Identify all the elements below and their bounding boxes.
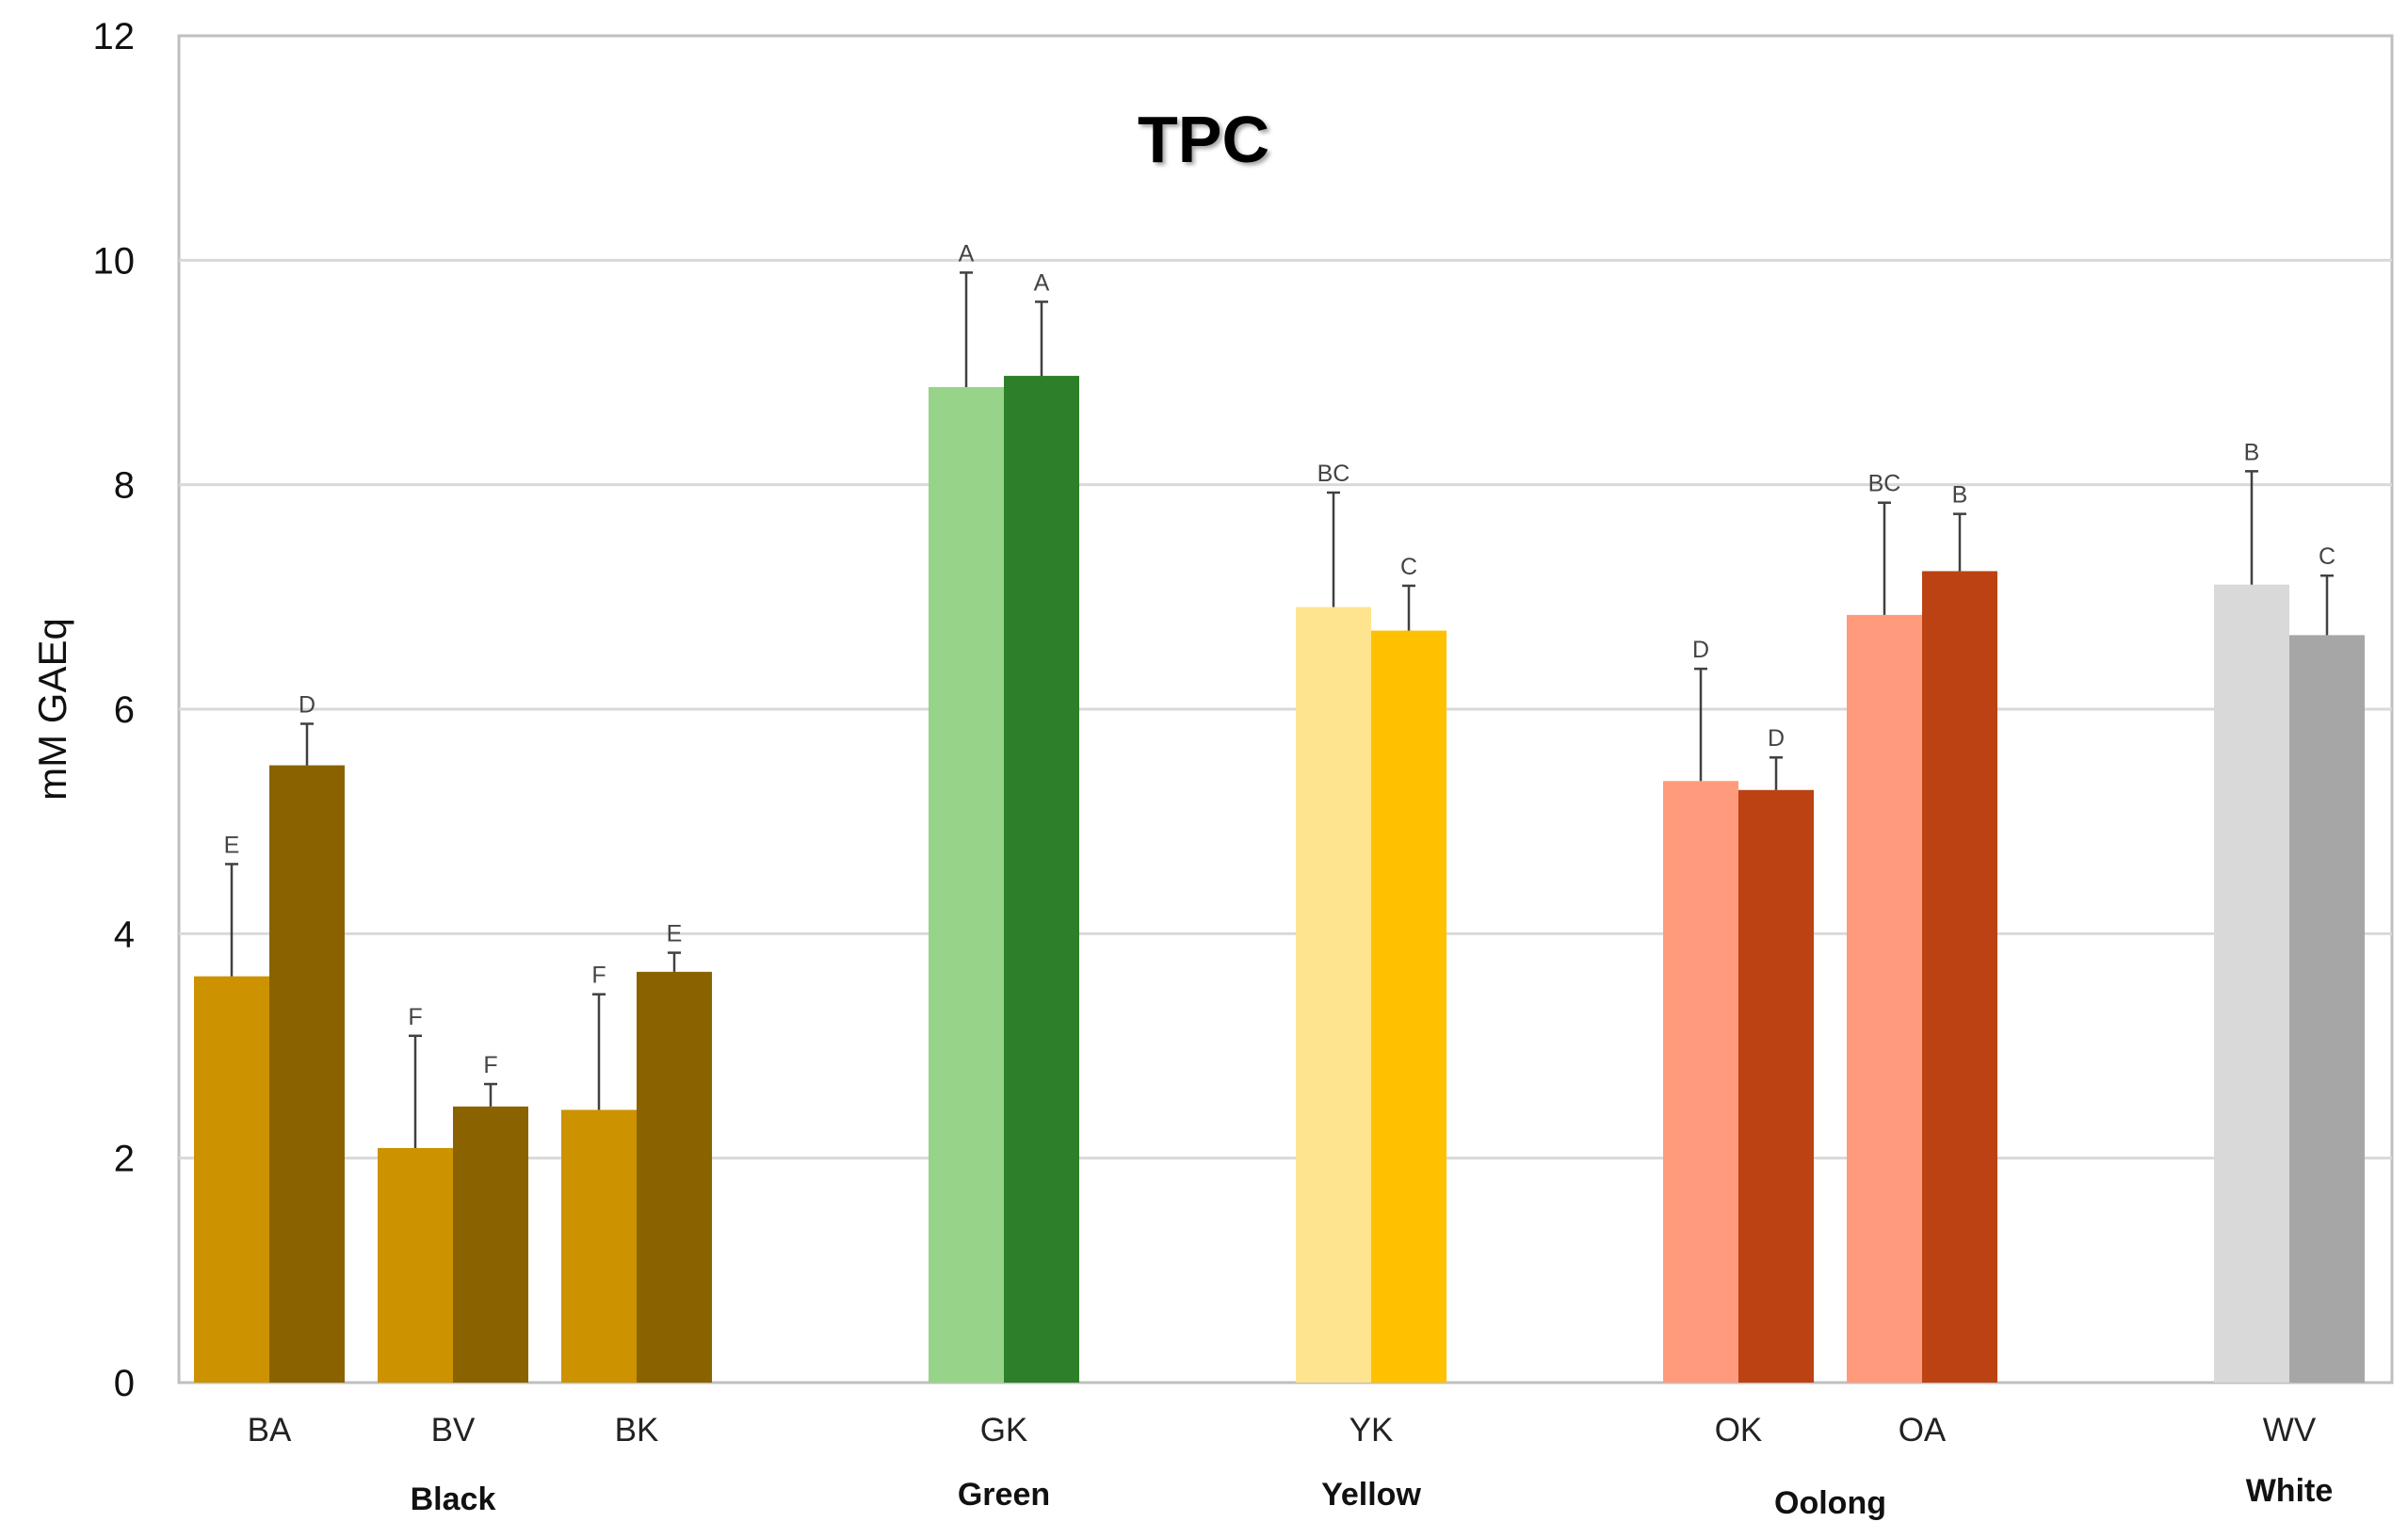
x-category-label: BV: [431, 1412, 476, 1449]
bar-bv-1: [378, 1147, 453, 1383]
y-tick-label: 12: [93, 16, 136, 57]
y-tick-label: 6: [114, 689, 135, 731]
significance-label: B: [2244, 439, 2260, 465]
significance-label: A: [959, 240, 975, 267]
bar-ok-2: [1738, 789, 1814, 1383]
significance-label: D: [1768, 725, 1785, 752]
significance-label: C: [1400, 554, 1417, 580]
bar-bv-2: [453, 1106, 528, 1383]
bar-yk-2: [1371, 630, 1446, 1383]
bars: [194, 376, 2365, 1384]
significance-label: BC: [1868, 471, 1901, 497]
bar-ba-1: [194, 976, 269, 1383]
x-category-label: OK: [1715, 1412, 1763, 1449]
x-category-label: BK: [615, 1412, 659, 1449]
bar-yk-1: [1296, 607, 1371, 1383]
y-tick-label: 0: [114, 1363, 135, 1404]
significance-label: A: [1034, 269, 1050, 296]
bar-wv-2: [2289, 635, 2365, 1383]
y-tick-label: 8: [114, 465, 135, 507]
group-label-oolong: Oolong: [1774, 1485, 1886, 1521]
significance-label: F: [408, 1004, 422, 1030]
bar-bk-2: [637, 971, 712, 1383]
x-category-label: GK: [980, 1412, 1028, 1449]
bar-bk-1: [561, 1109, 637, 1383]
x-category-label: YK: [1349, 1412, 1394, 1449]
significance-label: F: [591, 963, 606, 989]
bar-gk-2: [1004, 376, 1079, 1384]
significance-label: E: [667, 921, 683, 947]
bar-oa-1: [1847, 614, 1922, 1383]
significance-label: C: [2319, 543, 2335, 570]
bar-wv-1: [2214, 584, 2289, 1383]
y-tick-label: 10: [93, 240, 136, 282]
bar-ok-1: [1663, 781, 1738, 1383]
significance-label: BC: [1317, 461, 1350, 487]
x-category-label: WV: [2263, 1412, 2317, 1449]
significance-label: D: [1692, 637, 1709, 663]
chart-title: TPC: [1138, 103, 1269, 176]
significance-label: B: [1952, 482, 1968, 509]
significance-label: E: [224, 832, 240, 858]
bar-gk-1: [929, 386, 1004, 1383]
gridlines: [179, 258, 2392, 1384]
error-bars: [225, 271, 2334, 1148]
group-label-green: Green: [958, 1477, 1050, 1513]
group-label-yellow: Yellow: [1321, 1477, 1421, 1513]
x-category-label: BA: [248, 1412, 292, 1449]
significance-label: D: [299, 691, 315, 718]
y-axis-title: mM GAEq: [30, 618, 74, 801]
bar-oa-2: [1922, 571, 1997, 1383]
bar-ba-2: [269, 765, 345, 1383]
group-label-white: White: [2246, 1473, 2334, 1509]
y-tick-label: 4: [114, 914, 135, 955]
group-label-black: Black: [411, 1481, 496, 1517]
significance-label: F: [483, 1052, 497, 1078]
y-tick-label: 2: [114, 1139, 135, 1180]
x-category-label: OA: [1899, 1412, 1947, 1449]
